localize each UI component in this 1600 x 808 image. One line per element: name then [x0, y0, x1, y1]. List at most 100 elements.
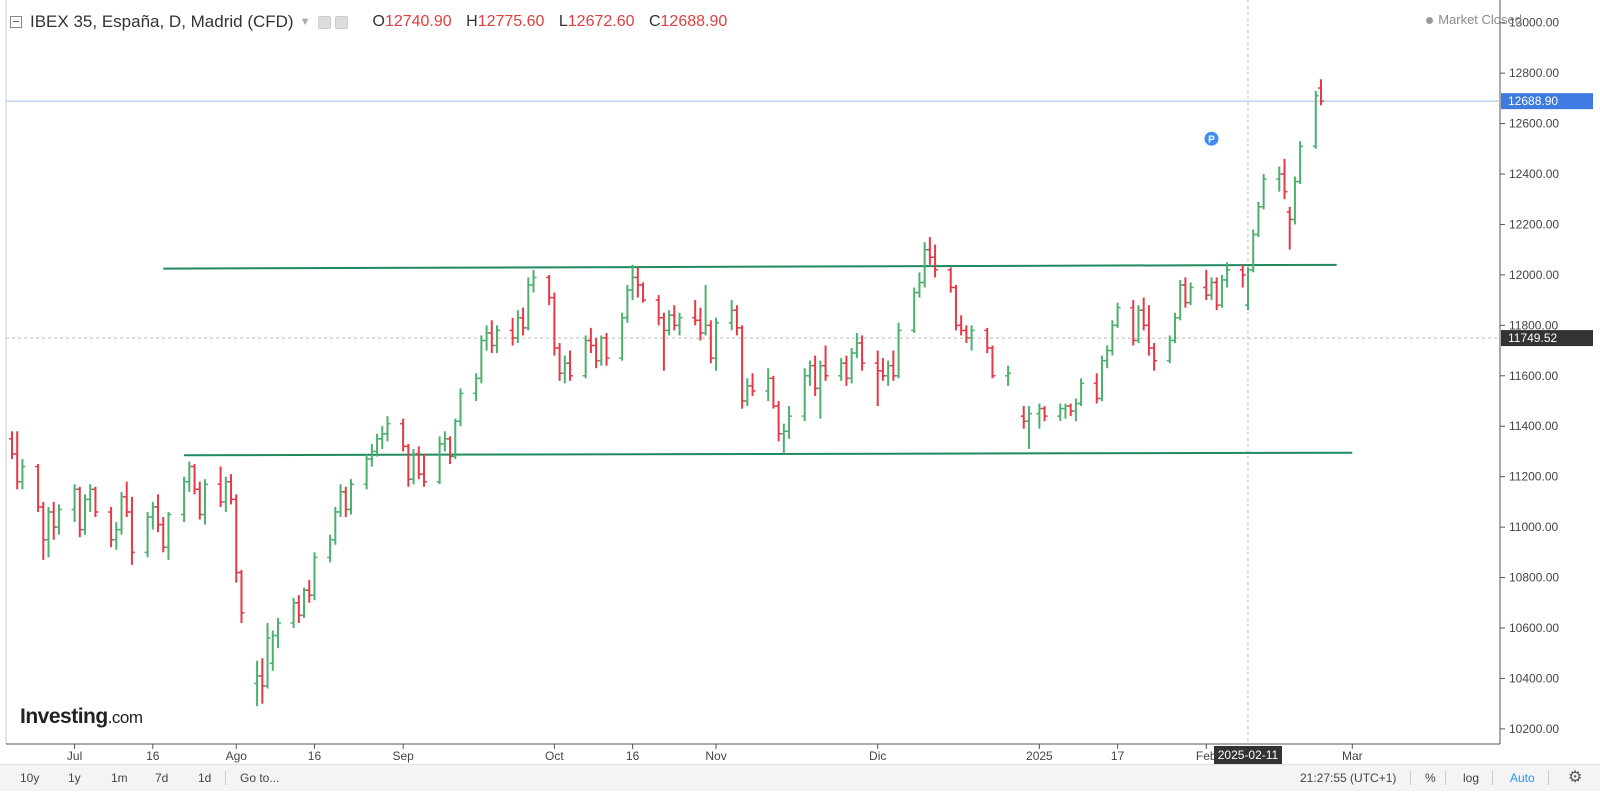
ohlc-bar	[311, 552, 318, 601]
x-tick-label: Nov	[705, 749, 726, 763]
ohlc-bar	[1025, 406, 1032, 449]
ohlc-bar	[19, 459, 26, 490]
y-tick-label: 11000.00	[1509, 520, 1558, 534]
goto-button[interactable]: Go to...	[240, 771, 280, 785]
ohlc-bar	[1318, 79, 1324, 106]
x-tick-label: 16	[308, 749, 322, 763]
x-tick-label: 2025	[1026, 749, 1053, 763]
x-tick-label: Sep	[392, 749, 414, 763]
event-marker-icon	[1203, 130, 1220, 147]
range-1d-button[interactable]: 1d	[198, 771, 212, 785]
ohlc-bar	[1312, 90, 1319, 149]
trendline-resistance	[163, 263, 1337, 270]
ohlc-bar	[92, 486, 99, 518]
ohlc-bar	[786, 406, 793, 439]
logo-main: Investing	[20, 705, 108, 728]
toolbar-divider	[1492, 771, 1493, 785]
toolbar-divider	[1548, 771, 1549, 785]
x-tick-label: 16	[626, 749, 640, 763]
range-1y-button[interactable]: 1y	[68, 771, 81, 785]
ohlc-bar	[55, 504, 62, 535]
y-tick-label: 13000.00	[1509, 16, 1559, 30]
crosshair-price-label: 11749.52	[1508, 331, 1557, 345]
ohlc-bar	[201, 479, 208, 525]
y-tick-label: 11200.00	[1509, 470, 1558, 484]
x-tick-label: Feb	[1196, 749, 1217, 763]
ohlc-bar	[264, 622, 271, 689]
high-label: H	[466, 13, 478, 30]
ohlc-bar	[822, 345, 829, 381]
ohlc-bar	[457, 388, 464, 427]
ohlc-bar	[1005, 365, 1012, 386]
y-tick-label: 12600.00	[1509, 117, 1559, 131]
ohlc-bar	[603, 332, 610, 366]
x-tick-label: Oct	[545, 749, 564, 763]
chart-background	[0, 0, 1600, 764]
ohlc-bar	[968, 325, 975, 351]
y-tick-label: 12800.00	[1509, 66, 1559, 80]
market-status: Market Closed	[1426, 12, 1522, 27]
ohlc-bar	[384, 416, 391, 442]
chevron-down-icon[interactable]: ▼	[299, 16, 311, 28]
ohlc-bar	[238, 569, 245, 623]
auto-toggle[interactable]: Auto	[1510, 771, 1535, 785]
x-tick-label: 16	[146, 749, 160, 763]
ohlc-bar	[1187, 282, 1194, 306]
collapse-icon[interactable]	[10, 16, 22, 28]
toolbar-divider	[1445, 771, 1446, 785]
y-tick-label: 11400.00	[1509, 419, 1558, 433]
ohlc-bar	[713, 317, 720, 371]
ohlc-bar	[895, 322, 902, 379]
y-tick-label: 10800.00	[1509, 571, 1559, 585]
close-value: 12688.90	[660, 13, 728, 30]
bottom-toolbar: 10y 1y 1m 7d 1d Go to... 21:27:55 (UTC+1…	[0, 764, 1600, 791]
ohlc-bar	[165, 511, 172, 560]
investing-logo: Investing.com	[20, 705, 143, 729]
ohlc-bar	[1151, 342, 1158, 371]
x-tick-label: Ago	[226, 749, 248, 763]
clock-readout[interactable]: 21:27:55 (UTC+1)	[1300, 771, 1397, 785]
range-10y-button[interactable]: 10y	[20, 771, 40, 785]
percent-toggle[interactable]: %	[1425, 771, 1436, 785]
event-marker-label: P	[1208, 135, 1215, 146]
eye-icon[interactable]	[318, 15, 332, 29]
settings-icon[interactable]	[335, 15, 349, 29]
x-tick-label: 17	[1111, 749, 1125, 763]
ohlc-bar	[420, 453, 427, 487]
gear-icon[interactable]: ⚙	[1568, 769, 1583, 786]
log-toggle[interactable]: log	[1463, 771, 1480, 785]
ohlc-bar	[859, 335, 866, 371]
ohlc-bar	[1239, 264, 1246, 288]
status-dot-icon	[1426, 17, 1434, 25]
ohlc-bar	[1041, 406, 1048, 422]
ohlc-bar	[640, 282, 647, 303]
open-label: O	[372, 13, 385, 30]
instrument-title[interactable]: IBEX 35, España, D, Madrid (CFD)	[30, 12, 294, 31]
ohlc-bar	[932, 244, 939, 278]
x-tick-label: Dic	[869, 749, 886, 763]
low-value: 12672.60	[567, 13, 635, 30]
x-tick-label: Mar	[1342, 749, 1363, 763]
ohlc-bar	[494, 325, 501, 354]
ohlc-bar	[567, 350, 574, 381]
chart-header: IBEX 35, España, D, Madrid (CFD) ▼ O1274…	[10, 10, 727, 34]
ohlc-bar	[347, 479, 354, 515]
low-label: L	[558, 13, 568, 30]
range-1m-button[interactable]: 1m	[111, 771, 128, 785]
range-7d-button[interactable]: 7d	[155, 771, 169, 785]
y-tick-label: 10600.00	[1509, 621, 1559, 635]
y-tick-label: 12200.00	[1509, 217, 1559, 231]
ohlc-bar	[1078, 378, 1085, 407]
x-tick-label: Jul	[67, 749, 82, 763]
y-tick-label: 11600.00	[1509, 369, 1558, 383]
last-price-label: 12688.90	[1508, 94, 1558, 108]
logo-suffix: .com	[107, 708, 143, 727]
high-value: 12775.60	[477, 13, 545, 30]
toolbar-divider	[1410, 771, 1411, 785]
ohlc-bar	[749, 373, 756, 396]
y-tick-label: 12000.00	[1509, 268, 1559, 282]
y-tick-label: 11800.00	[1509, 318, 1558, 332]
open-value: 12740.90	[384, 13, 452, 30]
toolbar-divider	[225, 771, 226, 785]
